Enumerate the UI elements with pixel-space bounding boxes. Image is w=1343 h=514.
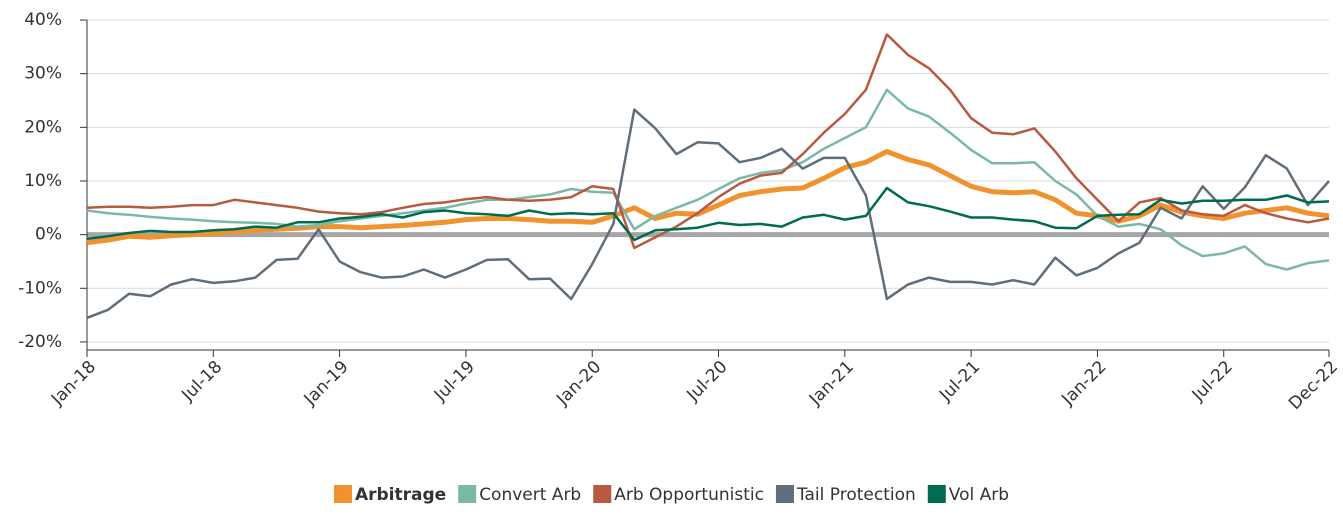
legend-label: Arb Opportunistic (614, 485, 764, 505)
series-line (86, 149, 1330, 246)
x-tick-label: Dec-22 (1285, 357, 1342, 414)
x-tick-label: Jul-21 (935, 357, 984, 406)
x-tick-label: Jul-22 (1188, 357, 1237, 406)
legend-label: Arbitrage (355, 485, 446, 505)
series-line (86, 88, 1330, 271)
legend-swatch (927, 485, 946, 503)
x-tick-label: Jan-19 (300, 357, 353, 410)
y-tick-label: 0% (35, 225, 62, 245)
legend-label: Convert Arb (479, 485, 581, 505)
x-tick-label: Jul-18 (177, 357, 226, 406)
y-tick-label: -10% (18, 278, 62, 298)
y-tick-label: 20% (24, 117, 62, 137)
legend-swatch (775, 485, 794, 503)
x-tick-label: Jul-20 (683, 357, 732, 406)
y-tick-label: 30% (24, 64, 62, 84)
series-line (86, 33, 1330, 250)
y-tick-label: 10% (24, 171, 62, 191)
legend-swatch (458, 485, 477, 503)
legend-label: Vol Arb (949, 485, 1009, 505)
y-tick-label: -20% (18, 332, 62, 352)
x-tick-label: Jan-20 (552, 357, 605, 410)
legend-swatch (333, 485, 352, 503)
legend-label: Tail Protection (796, 485, 916, 505)
x-tick-label: Jan-21 (805, 357, 858, 410)
x-tick-label: Jan-22 (1057, 357, 1110, 410)
x-tick-label: Jul-19 (430, 357, 479, 406)
x-tick-label: Jan-18 (47, 357, 100, 410)
y-tick-label: 40% (24, 10, 62, 30)
series-line (86, 186, 1330, 242)
legend-swatch (593, 485, 612, 503)
series-line (86, 108, 1330, 319)
legend: Arbitrage Convert Arb Arb Opportunistic Tai… (333, 485, 1009, 505)
